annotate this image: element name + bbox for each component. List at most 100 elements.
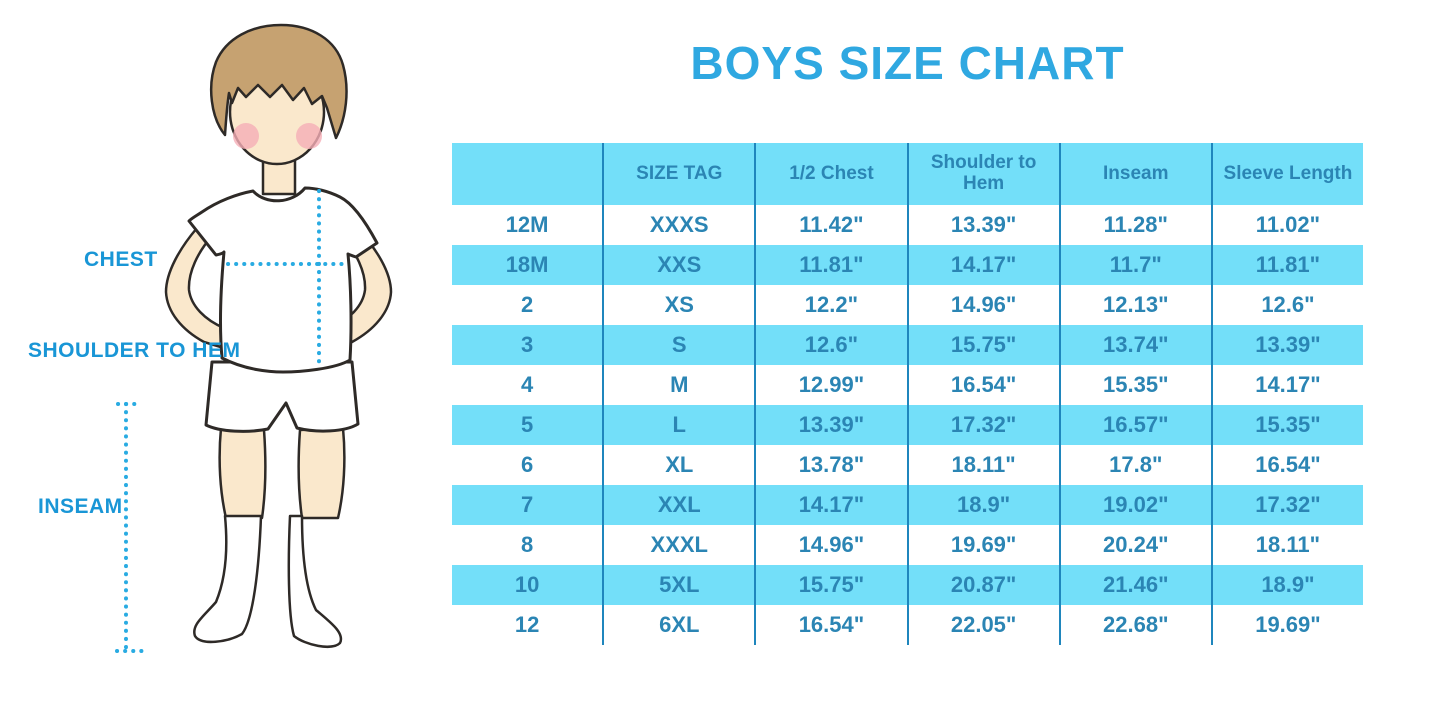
table-cell: 18.11" xyxy=(909,445,1061,485)
boy-left-arm xyxy=(164,226,226,350)
table-row: 7 XXL 14.17" 18.9" 19.02" 17.32" xyxy=(452,485,1363,525)
column-header-sleeve-length: Sleeve Length xyxy=(1223,162,1353,184)
table-cell: 15.75" xyxy=(756,565,909,605)
table-cell: 5XL xyxy=(604,565,757,605)
column-header-size-tag: SIZE TAG xyxy=(604,143,757,205)
table-cell: 18M xyxy=(452,245,605,285)
table-cell: 18.11" xyxy=(1255,531,1321,557)
table-cell: 8 xyxy=(452,525,605,565)
table-cell: XXXL xyxy=(604,525,757,565)
table-cell: 13.78" xyxy=(756,445,909,485)
table-cell: 13.39" xyxy=(756,405,909,445)
boy-shirt xyxy=(187,186,379,374)
table-cell: 18.9" xyxy=(1261,571,1315,597)
table-row: 12M XXXS 11.42" 13.39" 11.28" 11.02" xyxy=(452,205,1363,245)
table-cell: 14.17" xyxy=(909,245,1061,285)
table-cell: 17.32" xyxy=(909,405,1061,445)
size-table: SIZE TAG 1/2 Chest Shoulder to Hem Insea… xyxy=(452,143,1363,645)
table-cell: 14.17" xyxy=(1255,371,1321,397)
table-row: 3 S 12.6" 15.75" 13.74" 13.39" xyxy=(452,325,1363,365)
table-cell: XXL xyxy=(604,485,757,525)
table-body: 12M XXXS 11.42" 13.39" 11.28" 11.02" 18M XXS 11.… xyxy=(452,205,1363,645)
table-cell: L xyxy=(604,405,757,445)
column-header-inseam: Inseam xyxy=(1061,143,1213,205)
table-cell: 14.96" xyxy=(756,525,909,565)
table-cell: 19.02" xyxy=(1061,485,1213,525)
table-header-row: SIZE TAG 1/2 Chest Shoulder to Hem Insea… xyxy=(452,143,1363,205)
table-cell: 3 xyxy=(452,325,605,365)
table-row: 6 XL 13.78" 18.11" 17.8" 16.54" xyxy=(452,445,1363,485)
table-cell: 11.7" xyxy=(1061,245,1213,285)
table-cell: 13.39" xyxy=(1255,331,1321,357)
table-cell: 12.6" xyxy=(756,325,909,365)
table-cell: 6 xyxy=(452,445,605,485)
table-cell: 22.68" xyxy=(1061,605,1213,645)
table-cell: 15.35" xyxy=(1061,365,1213,405)
page-title: BOYS SIZE CHART xyxy=(690,37,1125,89)
table-cell: 11.28" xyxy=(1061,205,1213,245)
table-row: 10 5XL 15.75" 20.87" 21.46" 18.9" xyxy=(452,565,1363,605)
table-row: 4 M 12.99" 16.54" 15.35" 14.17" xyxy=(452,365,1363,405)
table-cell: 11.81" xyxy=(1255,251,1321,277)
table-cell: 12.6" xyxy=(1261,291,1315,317)
table-cell: XXXS xyxy=(604,205,757,245)
table-row: 5 L 13.39" 17.32" 16.57" 15.35" xyxy=(452,405,1363,445)
table-cell: 17.8" xyxy=(1061,445,1213,485)
table-cell: 15.75" xyxy=(909,325,1061,365)
table-cell: 12.13" xyxy=(1061,285,1213,325)
chest-label: CHEST xyxy=(84,248,158,271)
boy-measurement-illustration xyxy=(115,23,393,653)
table-cell: 20.24" xyxy=(1061,525,1213,565)
column-header-shoulder-to-hem: Shoulder to Hem xyxy=(909,143,1061,205)
boy-right-leg xyxy=(297,426,346,520)
table-cell: 13.74" xyxy=(1061,325,1213,365)
boy-left-blush xyxy=(233,123,259,149)
table-cell: 12.99" xyxy=(756,365,909,405)
table-cell: 20.87" xyxy=(909,565,1061,605)
table-row: 8 XXXL 14.96" 19.69" 20.24" 18.11" xyxy=(452,525,1363,565)
inseam-label: INSEAM xyxy=(38,495,123,518)
table-cell: 14.17" xyxy=(756,485,909,525)
table-cell: 21.46" xyxy=(1061,565,1213,605)
boy-right-sock xyxy=(287,514,343,648)
table-cell: XS xyxy=(604,285,757,325)
table-cell: 19.69" xyxy=(909,525,1061,565)
table-cell: 16.57" xyxy=(1061,405,1213,445)
table-cell: 10 xyxy=(452,565,605,605)
boy-shorts xyxy=(204,360,360,433)
table-cell: 2 xyxy=(452,285,605,325)
table-cell: 12 xyxy=(452,605,605,645)
table-cell: 5 xyxy=(452,405,605,445)
table-cell: 15.35" xyxy=(1255,411,1321,437)
table-cell: 19.69" xyxy=(1255,611,1321,637)
table-cell: M xyxy=(604,365,757,405)
table-cell: 12.2" xyxy=(756,285,909,325)
table-cell: 14.96" xyxy=(909,285,1061,325)
table-cell: 12M xyxy=(452,205,605,245)
boy-left-leg xyxy=(218,426,267,520)
table-cell: S xyxy=(604,325,757,365)
boy-left-sock xyxy=(193,514,263,644)
column-header-half-chest: 1/2 Chest xyxy=(756,143,909,205)
table-cell: 11.42" xyxy=(756,205,909,245)
table-cell: 7 xyxy=(452,485,605,525)
table-cell: XXS xyxy=(604,245,757,285)
table-cell: 22.05" xyxy=(909,605,1061,645)
table-row: 2 XS 12.2" 14.96" 12.13" 12.6" xyxy=(452,285,1363,325)
table-row: 18M XXS 11.81" 14.17" 11.7" 11.81" xyxy=(452,245,1363,285)
table-row: 12 6XL 16.54" 22.05" 22.68" 19.69" xyxy=(452,605,1363,645)
table-cell: 18.9" xyxy=(909,485,1061,525)
column-header-size xyxy=(452,143,605,205)
table-cell: 11.81" xyxy=(756,245,909,285)
boy-hair xyxy=(209,23,348,140)
boy-right-blush xyxy=(296,123,322,149)
table-cell: 17.32" xyxy=(1255,491,1321,517)
table-cell: 4 xyxy=(452,365,605,405)
table-cell: 13.39" xyxy=(909,205,1061,245)
table-cell: 16.54" xyxy=(909,365,1061,405)
table-cell: XL xyxy=(604,445,757,485)
table-cell: 6XL xyxy=(604,605,757,645)
table-cell: 11.02" xyxy=(1255,211,1321,237)
shoulder-to-hem-label: SHOULDER TO HEM xyxy=(28,339,241,362)
